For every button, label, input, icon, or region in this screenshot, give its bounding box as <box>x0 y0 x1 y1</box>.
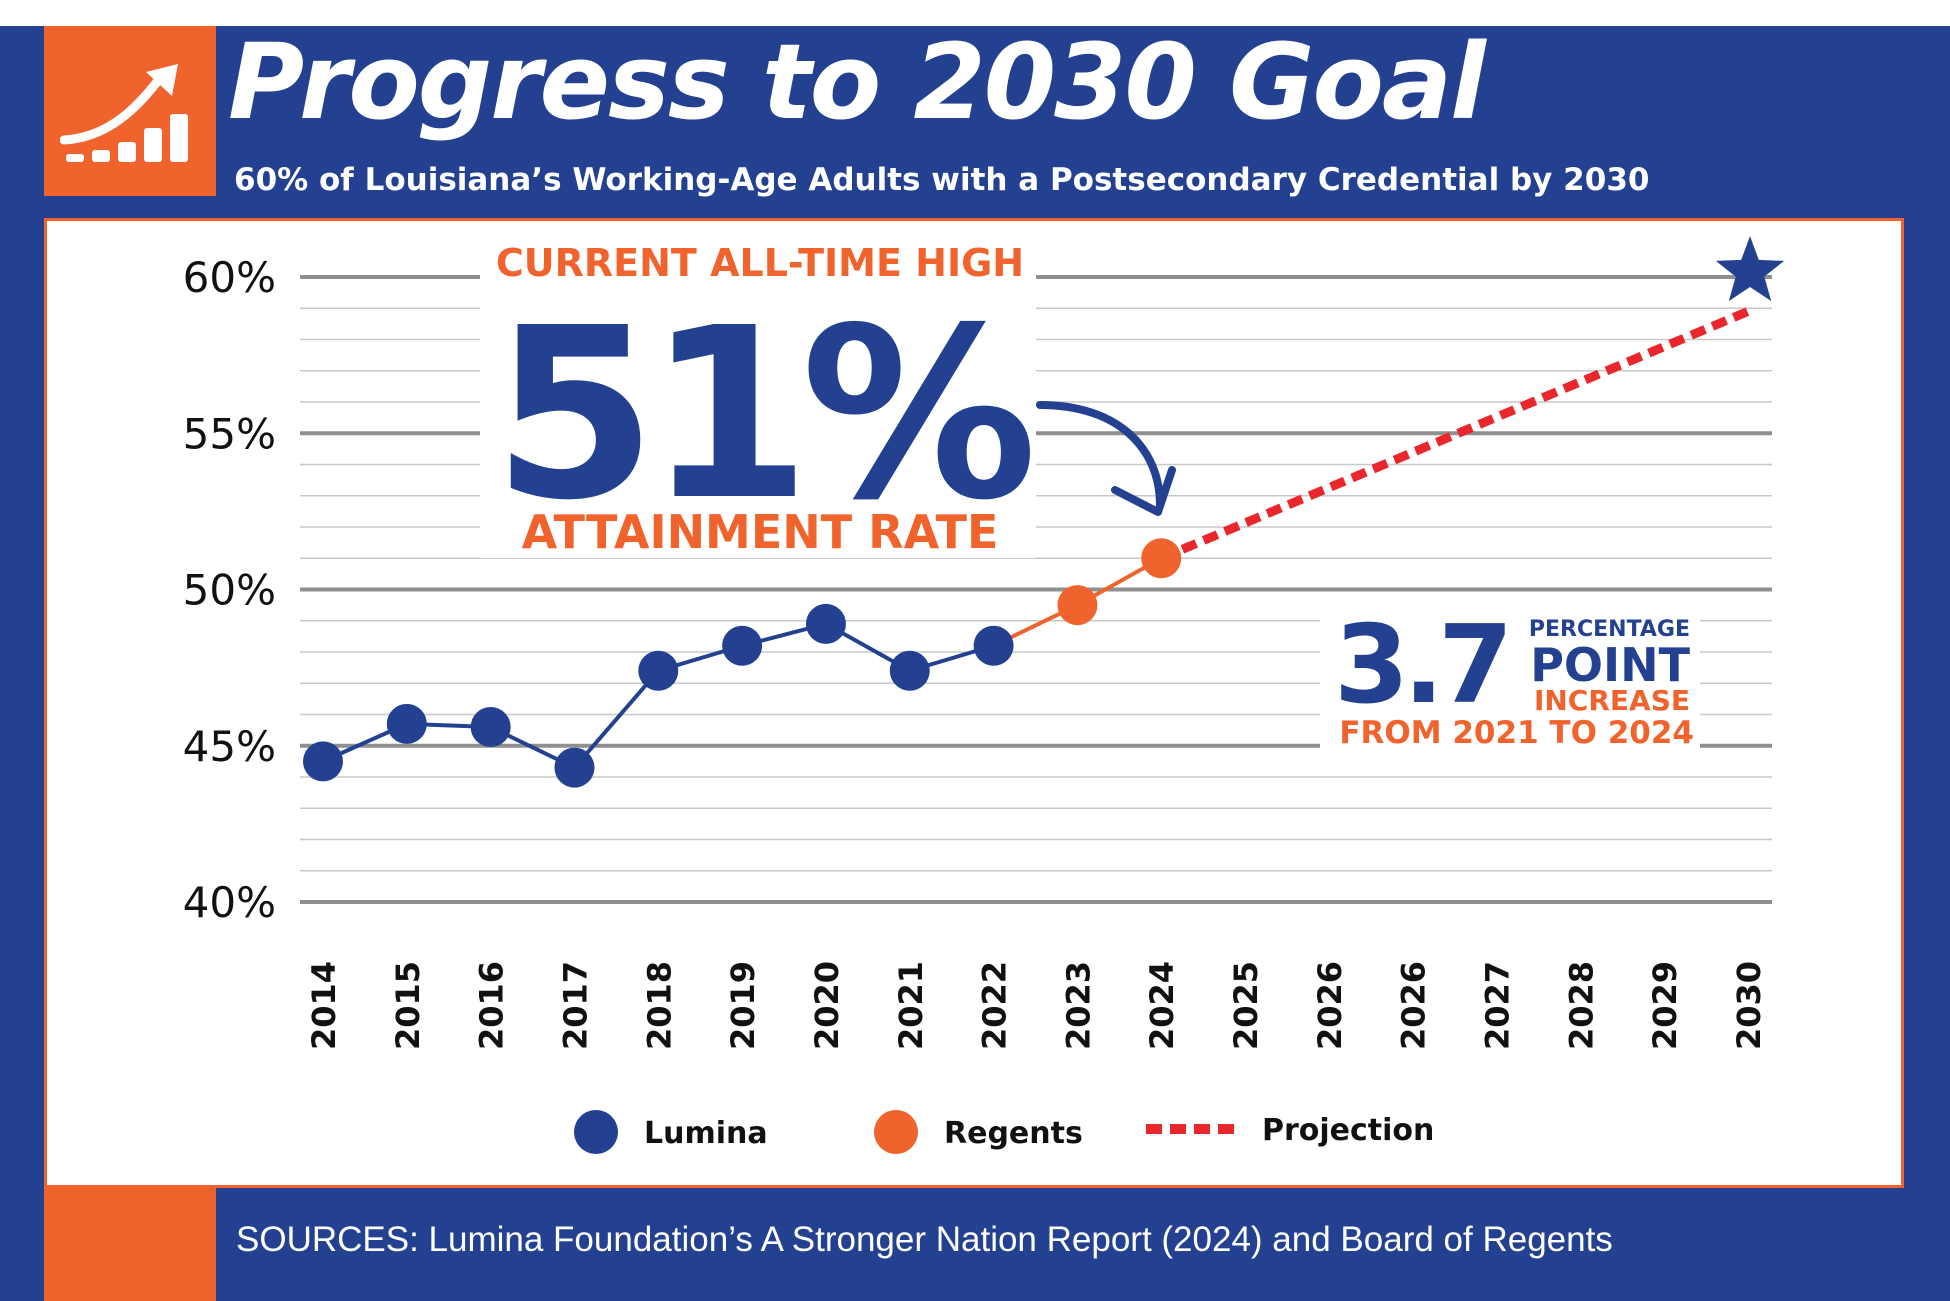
x-axis: 2014 2015 2016 2017 2018 2019 2020 2021 2022 2023… <box>305 961 1768 1050</box>
y-axis: 40% 45% 50% 55% 60% <box>183 253 276 927</box>
increase-callout: 3.7 PERCENTAGE POINT INCREASE FROM 2021 … <box>1320 603 1700 752</box>
growth-chart-icon <box>60 64 188 162</box>
y-tick-label: 60% <box>183 253 276 302</box>
y-tick-label: 40% <box>183 878 276 927</box>
x-tick-label: 2021 <box>892 961 930 1050</box>
lumina-data-point <box>303 741 343 782</box>
x-tick-label: 2014 <box>305 961 343 1050</box>
lumina-data-point <box>973 625 1014 666</box>
x-tick-label: 2030 <box>1730 961 1768 1050</box>
x-tick-label: 2027 <box>1479 961 1517 1050</box>
regents-data-point <box>1141 538 1182 579</box>
legend-swatch-lumina <box>574 1110 618 1154</box>
x-tick-label: 2022 <box>976 961 1014 1050</box>
increase-line-percentage: PERCENTAGE <box>1529 617 1690 642</box>
x-tick-label: 2025 <box>1227 961 1265 1050</box>
increase-background <box>1320 612 1700 752</box>
regents-data-point <box>1057 585 1098 626</box>
page-title: Progress to 2030 Goal <box>228 21 1486 143</box>
increase-line-point: POINT <box>1530 638 1690 692</box>
increase-line-increase: INCREASE <box>1534 684 1690 717</box>
series-points <box>303 236 1785 788</box>
lumina-data-point <box>638 650 679 691</box>
page-subtitle: 60% of Louisiana’s Working-Age Adults wi… <box>234 162 1650 198</box>
y-tick-label: 55% <box>183 409 276 458</box>
arrow-head <box>1111 466 1176 516</box>
x-tick-label: 2023 <box>1059 961 1097 1050</box>
lumina-data-point <box>386 703 427 744</box>
goal-star-icon <box>1715 236 1785 302</box>
y-tick-label: 45% <box>183 722 276 771</box>
legend-label-projection: Projection <box>1262 1113 1434 1148</box>
callout-arrow <box>1036 401 1176 516</box>
lumina-data-point <box>470 707 511 747</box>
x-tick-label: 2018 <box>640 961 678 1050</box>
lumina-data-point <box>805 603 846 644</box>
y-tick-label: 50% <box>183 566 276 615</box>
x-tick-label: 2017 <box>556 961 594 1050</box>
lumina-data-point <box>722 625 763 666</box>
x-tick-label: 2015 <box>389 961 427 1050</box>
x-tick-label: 2020 <box>808 961 846 1050</box>
x-tick-label: 2029 <box>1646 961 1684 1050</box>
projection-series-line <box>1159 307 1750 563</box>
increase-line-range: FROM 2021 TO 2024 <box>1339 715 1694 751</box>
all-time-high-callout: CURRENT ALL-TIME HIGH 51% ATTAINMENT RAT… <box>480 240 1040 559</box>
lumina-data-point <box>554 747 595 788</box>
legend-label-regents: Regents <box>944 1116 1083 1151</box>
all-time-high-header: CURRENT ALL-TIME HIGH <box>496 241 1024 285</box>
all-time-high-footer: ATTAINMENT RATE <box>522 505 999 559</box>
x-tick-label: 2019 <box>724 961 762 1050</box>
increase-value: 3.7 <box>1334 603 1507 728</box>
x-tick-label: 2026 <box>1311 961 1349 1050</box>
callout-background <box>480 240 1036 558</box>
legend-swatch-regents <box>874 1110 918 1154</box>
x-tick-label: 2024 <box>1143 961 1181 1050</box>
legend-label-lumina: Lumina <box>644 1116 768 1151</box>
x-tick-label: 2016 <box>473 961 511 1050</box>
sources-note: SOURCES: Lumina Foundation’s A Stronger … <box>236 1220 1613 1259</box>
lumina-data-point <box>889 650 930 691</box>
orange-footer-block <box>44 1188 216 1301</box>
arrow-curve <box>1036 401 1164 509</box>
legend: Lumina Regents Projection <box>574 1110 1434 1154</box>
all-time-high-value: 51% <box>493 277 1030 552</box>
x-tick-label: 2026 <box>1395 961 1433 1050</box>
x-tick-label: 2028 <box>1562 961 1600 1050</box>
